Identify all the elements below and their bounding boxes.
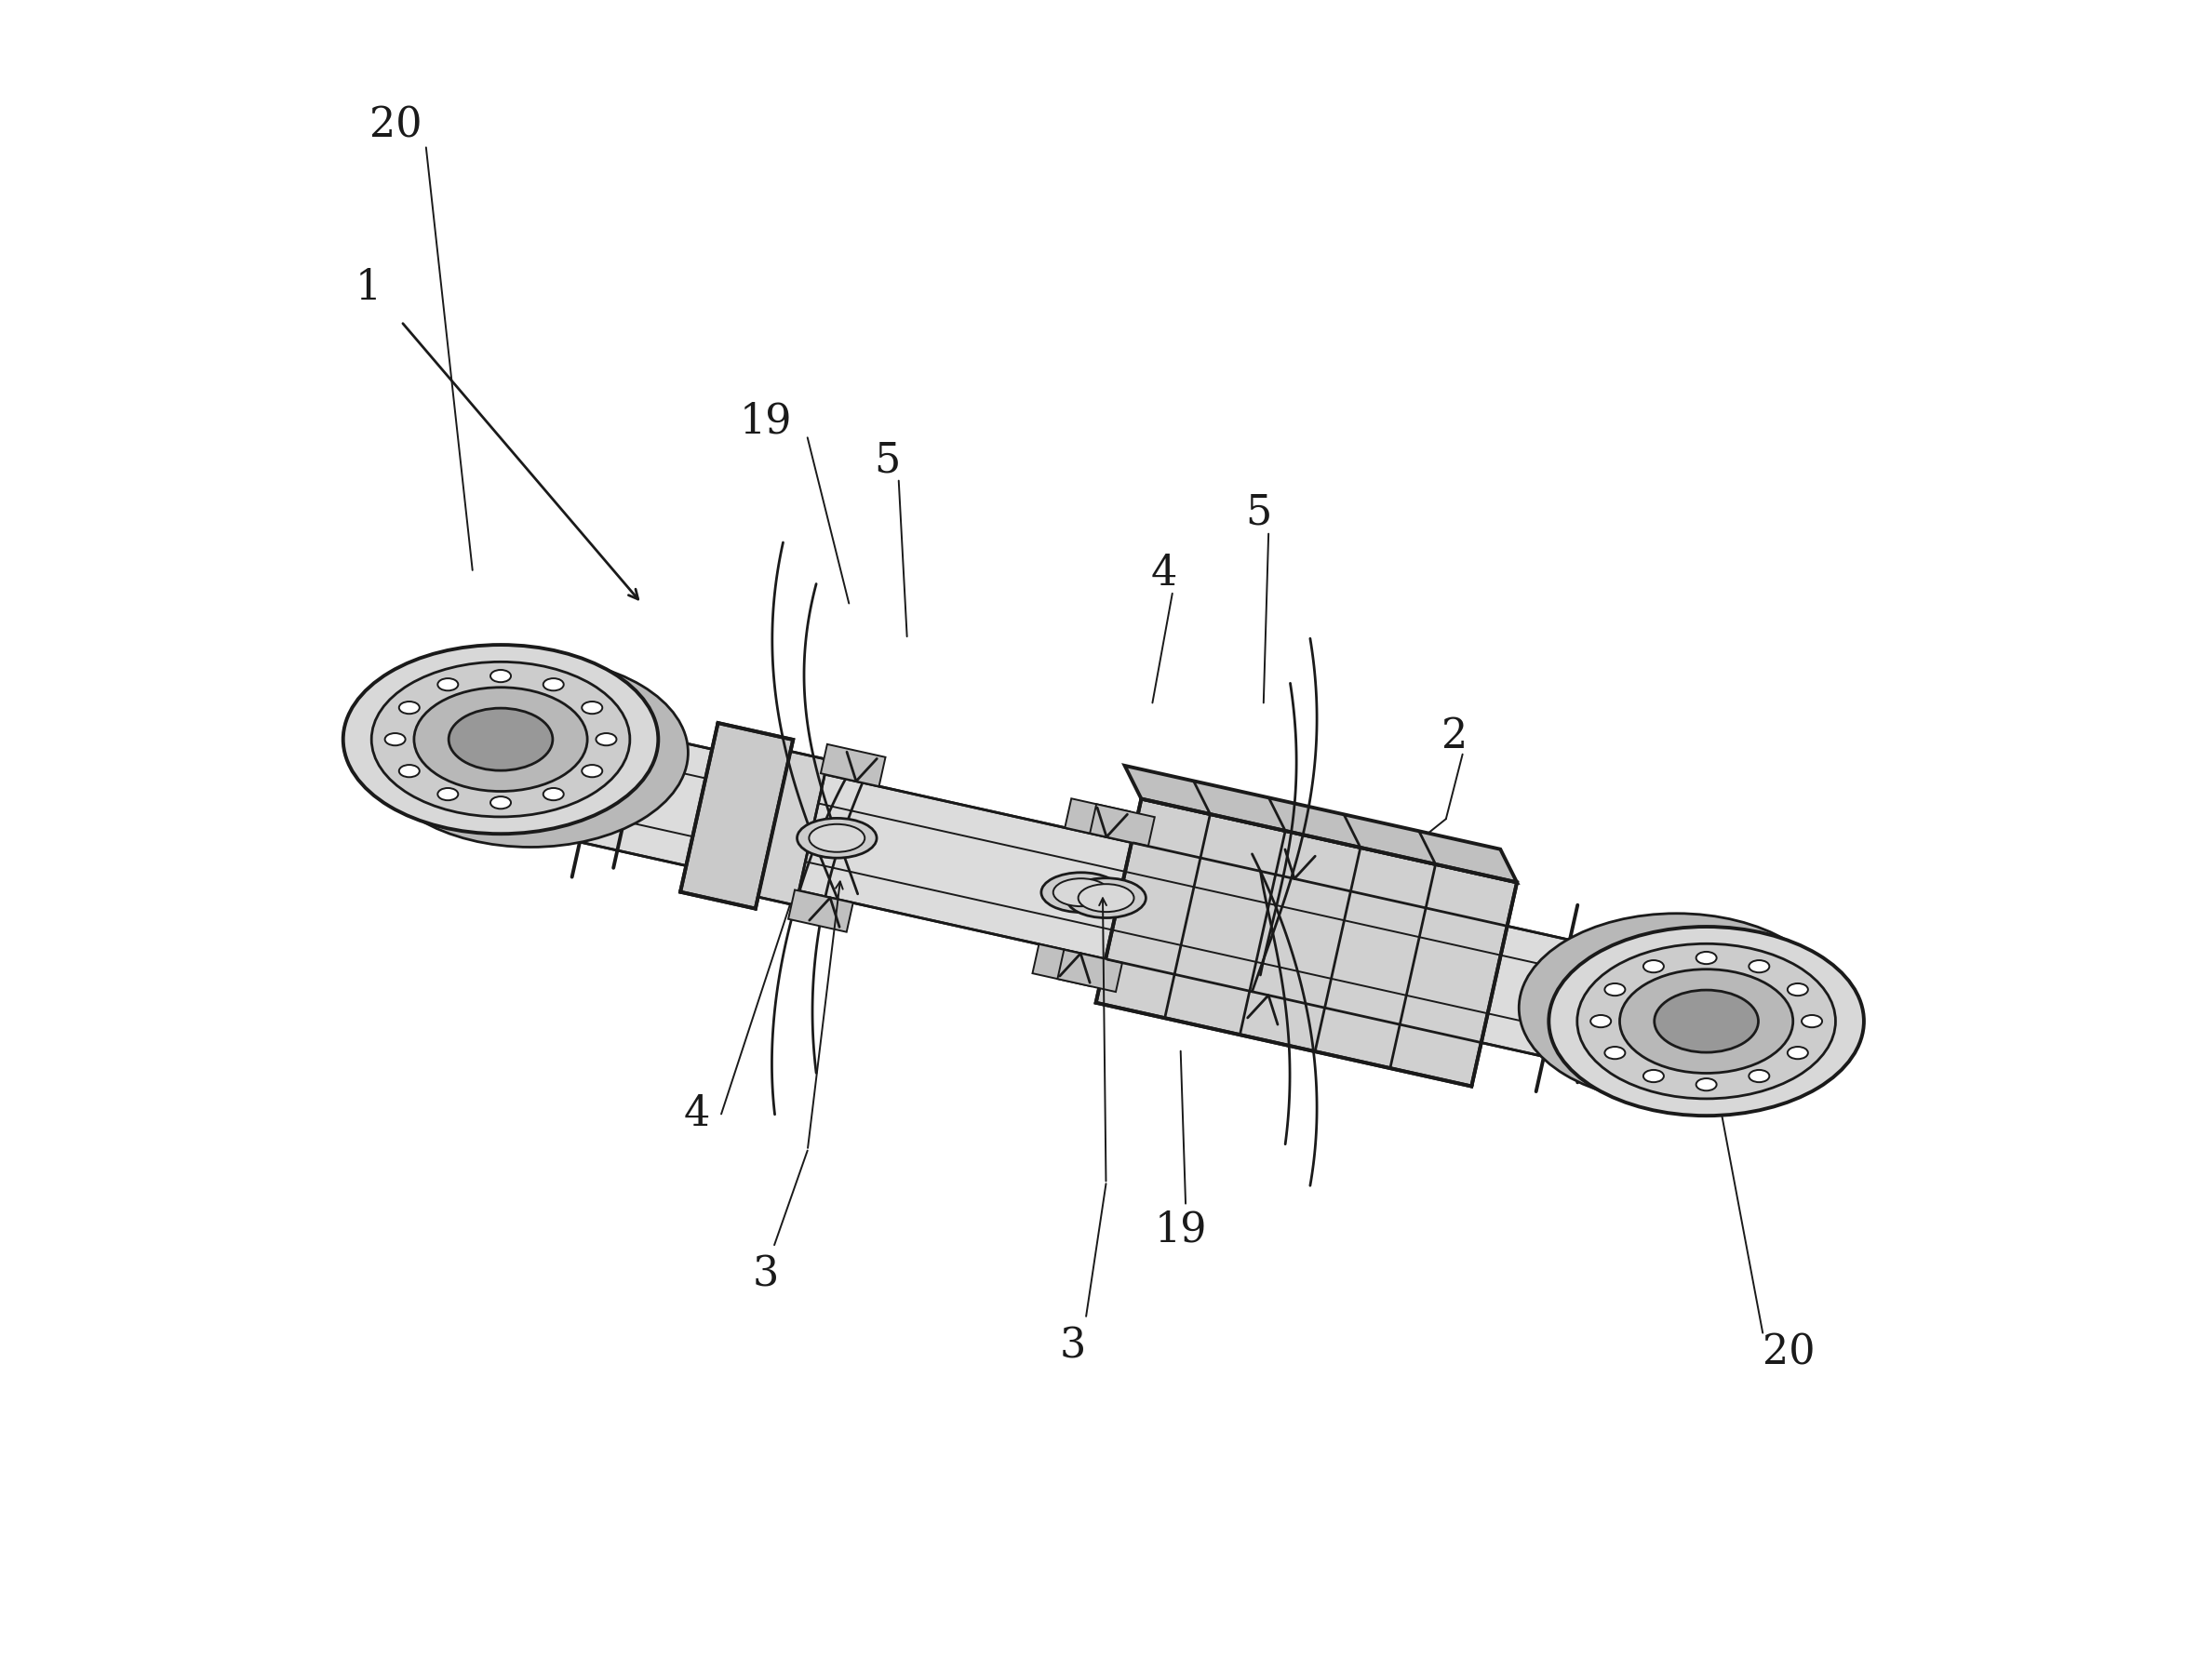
Ellipse shape	[1697, 1078, 1717, 1091]
Polygon shape	[787, 891, 854, 932]
Polygon shape	[1124, 765, 1517, 882]
Ellipse shape	[1520, 914, 1834, 1103]
Ellipse shape	[398, 702, 420, 714]
Text: 19: 19	[739, 401, 792, 441]
Ellipse shape	[385, 734, 405, 745]
Ellipse shape	[1604, 984, 1626, 996]
Ellipse shape	[438, 678, 458, 690]
Polygon shape	[1091, 804, 1155, 846]
Text: 2: 2	[1442, 715, 1467, 755]
Polygon shape	[681, 724, 794, 909]
Text: 3: 3	[1060, 1327, 1086, 1367]
Ellipse shape	[582, 765, 602, 777]
Ellipse shape	[1548, 927, 1865, 1116]
Ellipse shape	[796, 819, 876, 857]
Ellipse shape	[491, 797, 511, 809]
Text: 5: 5	[874, 441, 900, 481]
Ellipse shape	[343, 645, 659, 834]
Ellipse shape	[449, 709, 553, 770]
Ellipse shape	[1801, 1014, 1823, 1028]
Ellipse shape	[1042, 872, 1121, 912]
Text: 1: 1	[354, 269, 380, 309]
Polygon shape	[1095, 799, 1517, 1086]
Ellipse shape	[1697, 952, 1717, 964]
Polygon shape	[1033, 944, 1097, 986]
Ellipse shape	[595, 734, 617, 745]
Polygon shape	[573, 724, 1613, 1066]
Ellipse shape	[414, 687, 588, 792]
Text: 20: 20	[1763, 1333, 1816, 1374]
Ellipse shape	[491, 670, 511, 682]
Ellipse shape	[374, 658, 688, 847]
Ellipse shape	[582, 702, 602, 714]
Ellipse shape	[1644, 1069, 1663, 1083]
Text: 5: 5	[1245, 491, 1272, 533]
Ellipse shape	[1066, 877, 1146, 917]
Ellipse shape	[1655, 989, 1759, 1053]
Ellipse shape	[1750, 1069, 1770, 1083]
Ellipse shape	[544, 789, 564, 800]
Text: 19: 19	[1155, 1210, 1208, 1250]
Ellipse shape	[1604, 1046, 1626, 1059]
Ellipse shape	[810, 824, 865, 852]
Text: 4: 4	[1150, 553, 1177, 593]
Ellipse shape	[1787, 984, 1807, 996]
Ellipse shape	[1787, 1046, 1807, 1059]
Polygon shape	[821, 744, 885, 787]
Ellipse shape	[1644, 961, 1663, 973]
Polygon shape	[1064, 799, 1130, 841]
Ellipse shape	[398, 765, 420, 777]
Ellipse shape	[372, 662, 630, 817]
Ellipse shape	[1750, 961, 1770, 973]
Polygon shape	[759, 752, 827, 906]
Ellipse shape	[438, 789, 458, 800]
Ellipse shape	[1577, 944, 1836, 1100]
Ellipse shape	[544, 678, 564, 690]
Ellipse shape	[1619, 969, 1794, 1073]
Text: 3: 3	[752, 1255, 779, 1295]
Ellipse shape	[1053, 879, 1108, 906]
Ellipse shape	[1077, 884, 1135, 912]
Ellipse shape	[1590, 1014, 1610, 1028]
Text: 4: 4	[684, 1095, 710, 1135]
Text: 20: 20	[369, 105, 422, 145]
Polygon shape	[1057, 949, 1121, 993]
